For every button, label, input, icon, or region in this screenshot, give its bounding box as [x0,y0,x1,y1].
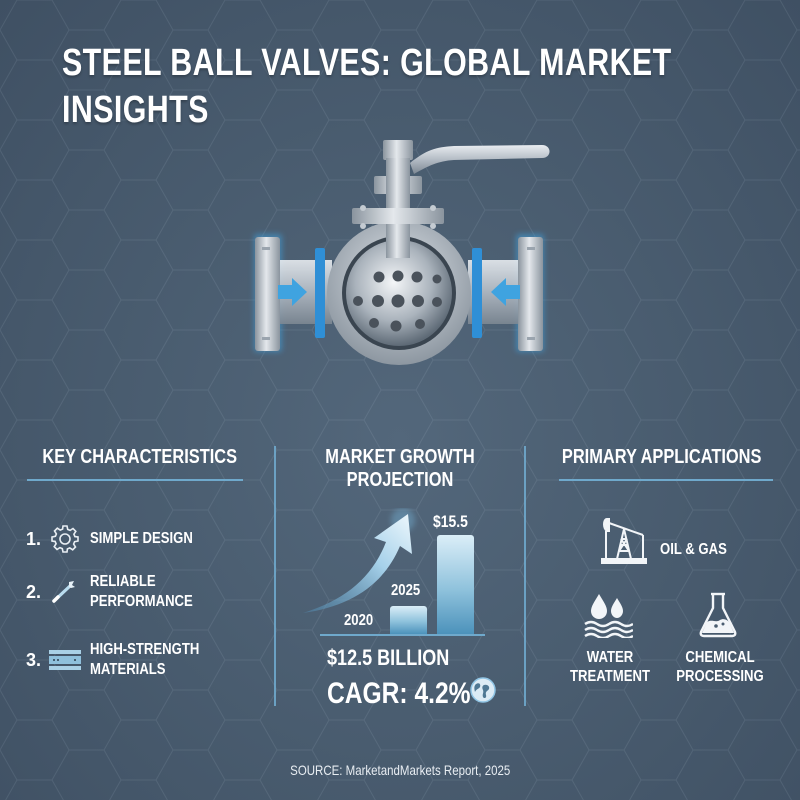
title-line-1: STEEL BALL VALVES: GLOBAL MARKET [62,42,672,84]
title-line-2: INSIGHTS [62,89,209,131]
page-title: STEEL BALL VALVES: GLOBAL MARKET INSIGHT… [62,40,782,134]
water-drops-icon [583,592,634,643]
label-2020: 2020 [344,612,374,629]
source-citation: SOURCE: MarketandMarkets Report, 2025 [289,762,511,778]
column-divider-right [524,446,526,706]
label-2025: 2025 [391,582,421,599]
chart-baseline [320,634,485,636]
application-label: OIL & GAS [660,541,727,558]
ball-valve-illustration [254,140,550,365]
characteristic-label-line1: HIGH-STRENGTH [90,641,200,658]
characteristic-item: 2. RELIABLE PERFORMANCE [26,572,215,612]
characteristic-label: SIMPLE DESIGN [90,530,193,547]
gear-icon [48,522,82,556]
item-number: 2. [26,581,42,602]
key-characteristics-underline [27,479,243,481]
market-growth-heading: MARKET GROWTH PROJECTION [325,446,475,491]
item-number: 1. [26,528,42,549]
characteristic-label-line1: RELIABLE [90,573,156,590]
steel-plate-icon [48,643,82,677]
wrench-icon [48,575,82,609]
flask-icon [698,592,738,643]
market-value: $12.5 BILLION [327,645,450,670]
key-characteristics-heading: KEY CHARACTERISTICS [42,446,238,468]
application-label: CHEMICAL PROCESSING [676,649,764,685]
bar-2025 [390,606,427,634]
application-label: WATER TREATMENT [570,649,650,685]
oil-pump-icon [601,515,647,572]
characteristic-item: 1. SIMPLE DESIGN [26,522,215,556]
characteristic-label-line2: PERFORMANCE [90,593,193,610]
cagr-value: CAGR: 4.2% [327,676,497,712]
flow-arrow-right-icon [278,278,307,306]
primary-applications-heading: PRIMARY APPLICATIONS [561,446,762,468]
primary-applications-underline [559,479,773,481]
bar-top [437,535,474,634]
column-divider-left [274,446,276,706]
label-value-top: $15.5 [433,512,468,531]
growth-arrow-icon [303,508,415,613]
characteristic-label-line2: MATERIALS [90,661,166,678]
characteristic-item: 3. HIGH-STRENGTH MATERIALS [26,640,223,680]
item-number: 3. [26,649,42,670]
flow-arrow-left-icon [491,278,520,306]
globe-icon [469,676,497,712]
